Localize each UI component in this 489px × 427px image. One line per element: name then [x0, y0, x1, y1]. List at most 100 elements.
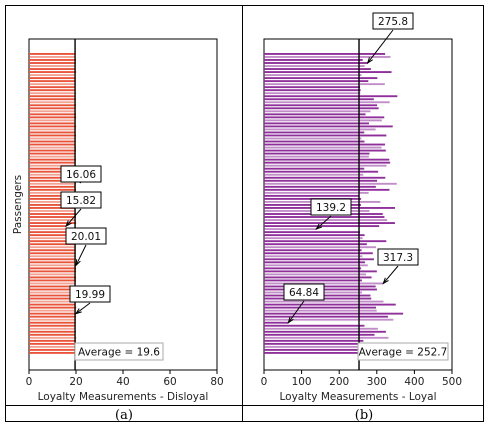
bar [264, 240, 387, 243]
bar [29, 176, 76, 179]
annotation: 275.8 [366, 12, 414, 65]
bar [29, 237, 76, 240]
bar [29, 336, 77, 339]
bar [29, 294, 76, 297]
bar [264, 279, 362, 282]
bar [29, 309, 76, 312]
bar [264, 155, 369, 158]
x-tick-label: 40 [116, 376, 129, 388]
bar [264, 300, 384, 303]
bar [29, 267, 76, 270]
annotation: 64.84 [283, 283, 325, 324]
bar [29, 285, 76, 288]
bar [29, 243, 76, 246]
bar [29, 119, 76, 122]
bar [264, 137, 362, 140]
bar [29, 92, 77, 95]
caption-a: (a) [115, 408, 133, 423]
bar [29, 62, 76, 64]
annotation: 139.2 [310, 198, 352, 231]
bar [29, 74, 76, 77]
bar [29, 291, 76, 294]
bar [29, 155, 76, 158]
bar [264, 225, 380, 228]
annotation-arrow [75, 302, 91, 315]
bar [264, 62, 368, 64]
caption-b: (b) [355, 408, 373, 423]
bar [29, 182, 77, 185]
bar [264, 71, 392, 73]
x-tick-label: 80 [210, 376, 223, 388]
bar [29, 342, 76, 345]
bar [29, 246, 76, 249]
bar [264, 146, 382, 149]
bar [264, 237, 363, 240]
x-axis-label: Loyalty Measurements - Loyal [280, 391, 437, 403]
bar [29, 164, 76, 167]
bar [29, 315, 76, 318]
x-axis-label: Loyalty Measurements - Disloyal [38, 391, 209, 403]
bar [29, 122, 75, 125]
bar [264, 56, 391, 58]
bar [29, 318, 76, 321]
bar [264, 74, 362, 77]
bar [264, 128, 376, 131]
bar [264, 333, 375, 336]
annotation-arrowhead [366, 57, 374, 65]
bar [264, 318, 394, 321]
bar [29, 170, 76, 173]
bar [264, 273, 366, 276]
bar [264, 158, 390, 161]
bar [264, 164, 387, 167]
bar [29, 95, 76, 98]
average-box [357, 342, 449, 361]
bar [29, 231, 76, 234]
bar [29, 297, 76, 300]
bar [29, 204, 76, 206]
bar [29, 101, 76, 104]
bar [264, 176, 386, 179]
bar [29, 339, 76, 342]
bar [29, 113, 77, 116]
bar [29, 219, 76, 221]
bar [29, 188, 76, 191]
bar [29, 351, 75, 354]
x-tick-label: 0 [261, 376, 268, 388]
annotation-box [60, 165, 102, 183]
bar [29, 134, 76, 137]
bar [264, 125, 393, 128]
bar [264, 234, 365, 237]
annotation: 19.99 [69, 285, 111, 315]
bar [264, 143, 385, 146]
annotation: 15.82 [60, 191, 102, 228]
bar [264, 188, 390, 191]
bar [29, 53, 76, 55]
bar [29, 258, 76, 261]
annotation-label: 139.2 [316, 202, 346, 214]
y-axis-label: Passengers [12, 175, 24, 234]
bar [29, 191, 76, 194]
bar [29, 300, 76, 303]
x-tick-label: 20 [69, 376, 82, 388]
bar [29, 330, 76, 333]
bar [29, 98, 76, 101]
bar [29, 345, 76, 348]
bar [29, 86, 76, 89]
bar [264, 134, 387, 137]
bar [264, 185, 376, 188]
bar [29, 149, 77, 152]
bar [29, 110, 76, 113]
annotation-arrow [287, 300, 305, 323]
annotation-box [60, 191, 102, 209]
bar [29, 116, 77, 119]
bar [264, 107, 379, 110]
bar [29, 282, 76, 285]
x-tick-label: 400 [404, 376, 424, 388]
bar [264, 342, 360, 345]
annotation-arrow [367, 29, 394, 64]
bar [264, 80, 369, 83]
bar [264, 191, 369, 194]
bar [29, 303, 76, 306]
bar [264, 228, 317, 231]
